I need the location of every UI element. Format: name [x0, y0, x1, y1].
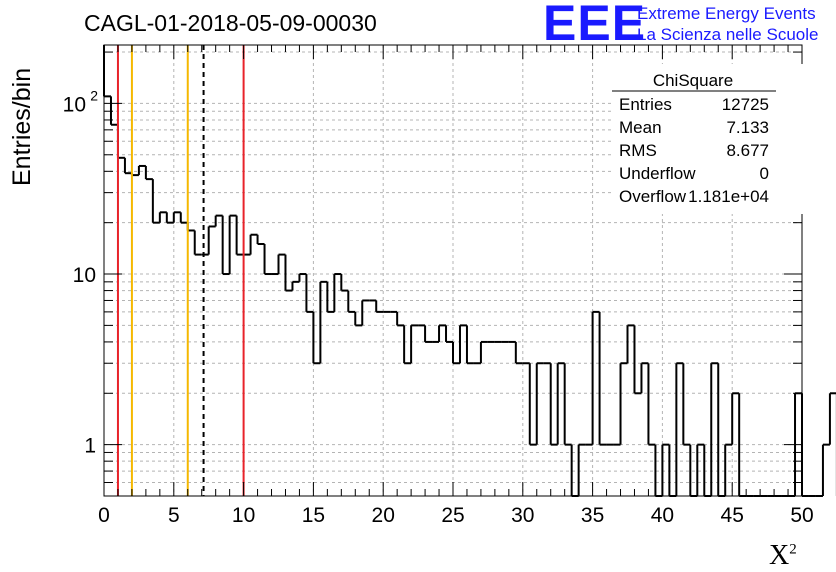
- stats-value-mean: 7.133: [726, 118, 769, 137]
- y-tick-label: 10: [73, 264, 96, 287]
- stats-title: ChiSquare: [653, 71, 733, 90]
- x-tick-label: 20: [372, 504, 395, 527]
- x-tick-label: 45: [721, 504, 744, 527]
- stats-box: ChiSquare Entries 12725 Mean 7.133 RMS 8…: [612, 64, 806, 214]
- x-tick-label: 40: [651, 504, 674, 527]
- stats-label-entries: Entries: [619, 95, 672, 114]
- y-tick-label: 10: [63, 93, 86, 116]
- stats-label-overflow: Overflow: [619, 187, 687, 206]
- stats-label-underflow: Underflow: [619, 164, 696, 183]
- stats-value-entries: 12725: [722, 95, 769, 114]
- logo-subtitle-2: La Scienza nelle Scuole: [637, 25, 819, 44]
- stats-value-underflow: 0: [760, 164, 769, 183]
- histogram-series: [103, 45, 836, 497]
- y-tick-label: 1: [84, 435, 96, 458]
- stats-label-mean: Mean: [619, 118, 662, 137]
- x-tick-label: 10: [232, 504, 255, 527]
- x-tick-label: 5: [168, 504, 180, 527]
- y-axis-label: Entries/bin: [8, 67, 36, 186]
- x-axis-label: X2: [769, 540, 797, 572]
- eee-logo: EEE: [543, 0, 647, 51]
- stats-value-rms: 8.677: [726, 141, 769, 160]
- x-tick-label: 15: [302, 504, 325, 527]
- stats-label-rms: RMS: [619, 141, 657, 160]
- stats-value-overflow: 1.181e+04: [688, 187, 769, 206]
- x-tick-label: 25: [441, 504, 464, 527]
- cut-lines: [116, 45, 245, 496]
- x-tick-label: 0: [98, 504, 110, 527]
- x-tick-label: 30: [511, 504, 534, 527]
- x-tick-label: 35: [581, 504, 604, 527]
- logo-subtitle-1: Extreme Energy Events: [637, 4, 816, 23]
- y-tick-label-exponent: 2: [90, 87, 98, 103]
- x-axis-label-base: X: [769, 540, 790, 571]
- run-title: CAGL-01-2018-05-09-00030: [84, 10, 377, 36]
- x-axis-label-superscript: 2: [789, 541, 797, 558]
- x-tick-label: 50: [790, 504, 813, 527]
